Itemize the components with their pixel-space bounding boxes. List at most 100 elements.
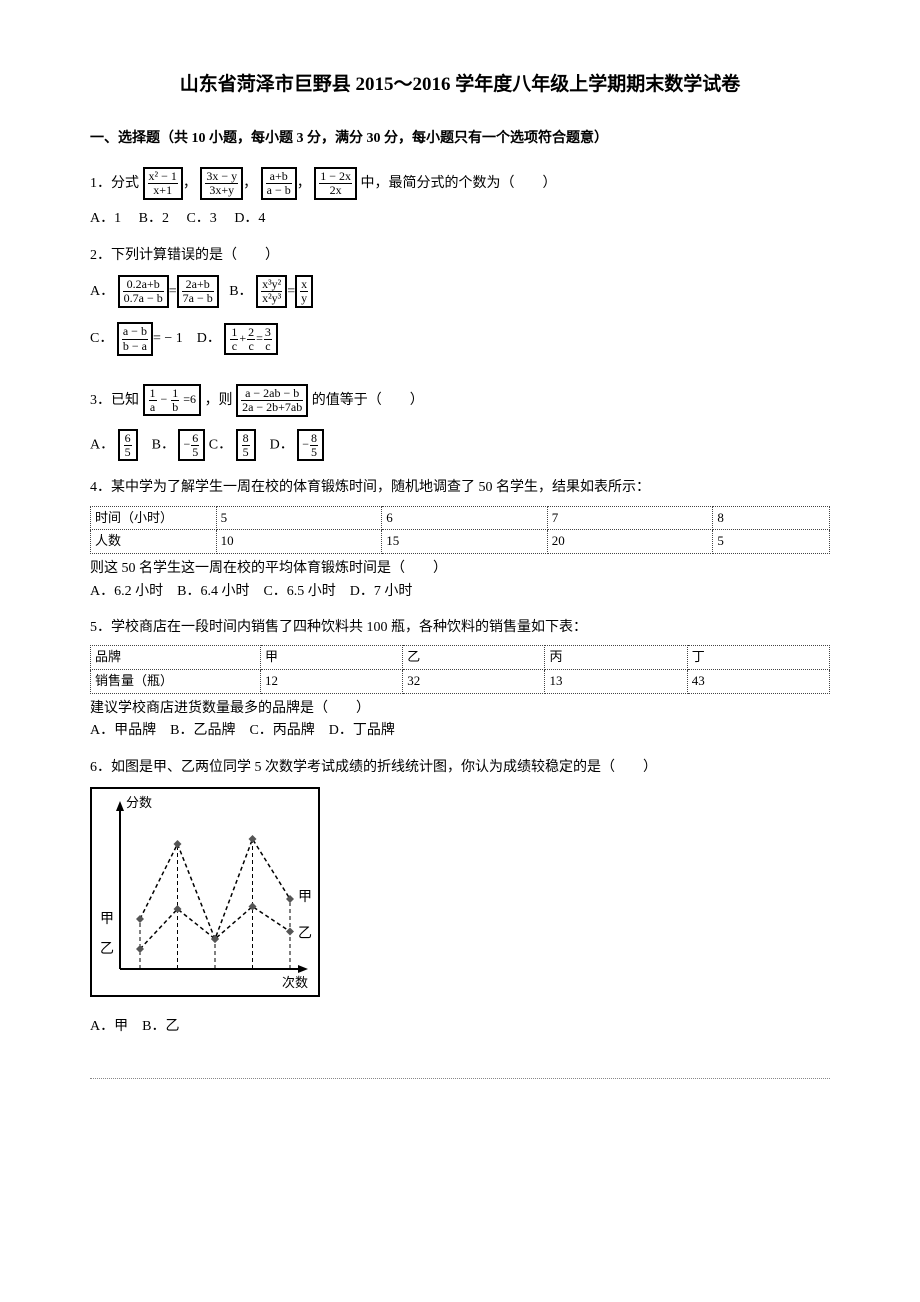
q4-options: A．6.2 小时 B．6.4 小时 C．6.5 小时 D．7 小时 [90,581,830,603]
frac-top: x² − 1 [148,170,178,184]
q2-b-frac2: x y [295,275,313,308]
frac-bot: 0.7a − b [123,292,164,305]
cell: 5 [216,506,382,530]
txt: 0.2a+b [127,277,160,291]
plus: + [239,331,246,345]
q3-suffix: 的值等于（ ） [312,393,424,408]
q1-opt-d: D．4 [234,211,265,226]
frac-bot: 3x+y [205,184,238,197]
question-5-stem: 5．学校商店在一段时间内销售了四种饮料共 100 瓶，各种饮料的销售量如下表： [90,617,830,639]
fb: b [171,401,179,414]
q3-b: −65 [178,429,205,461]
cell: 12 [260,670,402,694]
fb: 5 [310,446,318,459]
q5-table: 品牌 甲 乙 丙 丁 销售量（瓶） 12 32 13 43 [90,645,830,694]
q2-opt-b-label: B． [229,284,252,299]
q1-frac-1: x² − 1x+1 [143,167,183,200]
cell: 销售量（瓶） [91,670,261,694]
frac-top: 1 − 2x [319,170,352,184]
page-title: 山东省菏泽市巨野县 2015～2016 学年度八年级上学期期末数学试卷 [90,70,830,100]
cell: 20 [547,530,713,554]
question-3: 3．已知 1a − 1b =6 ，则 a − 2ab − b 2a − 2b+7… [90,382,830,419]
txt: 0.7a − b [124,291,163,305]
q3-opt-a-label: A． [90,437,114,452]
fb: c [230,340,238,353]
rhs: = − 1 [153,331,183,346]
cell: 人数 [91,530,217,554]
cell: 10 [216,530,382,554]
frac-top: a − 2ab − b [241,387,303,401]
cell: 15 [382,530,548,554]
frac-bot: b − a [122,340,148,353]
svg-text:乙: 乙 [100,941,114,957]
question-6-stem: 6．如图是甲、乙两位同学 5 次数学考试成绩的折线统计图，你认为成绩较稳定的是（… [90,757,830,779]
svg-text:甲: 甲 [298,890,312,905]
frac-top: a − b [122,325,148,339]
ft: 3 [264,326,272,340]
ft: 2 [247,326,255,340]
q5-after: 建议学校商店进货数量最多的品牌是（ ） [90,698,830,720]
frac-top: a+b [266,170,292,184]
frac: 85 [310,432,318,458]
frac: 65 [191,432,199,458]
fb: 5 [124,446,132,459]
q2-options-row1: A． 0.2a+b 0.7a − b = 2a+b 7a − b B． x³y²… [90,273,830,310]
q2-b-frac: x³y² x²y³ [256,275,287,308]
q3-options: A． 65 B． −65 C． 85 D． −85 [90,427,830,463]
section-1-heading: 一、选择题（共 10 小题，每小题 3 分，满分 30 分，每小题只有一个选项符… [90,128,830,150]
fb: c [247,340,255,353]
frac: 2c [247,326,255,352]
fb: 5 [191,446,199,459]
frac-bot: 2x [319,184,352,197]
cell: 品牌 [91,646,261,670]
frac: 3c [264,326,272,352]
cell: 5 [713,530,830,554]
ft: 1 [149,387,157,401]
q3-lhs: 1a − 1b =6 [143,384,202,416]
q3-mid: ，则 [205,393,233,408]
q1-opt-b: B．2 [139,211,169,226]
table-row: 时间（小时） 5 6 7 8 [91,506,830,530]
eq: = [287,284,295,299]
minus: − [161,392,168,406]
q1-frac-4: 1 − 2x2x [314,167,357,200]
q4-table: 时间（小时） 5 6 7 8 人数 10 15 20 5 [90,506,830,555]
cell: 32 [403,670,545,694]
q1-frac-3: a+ba − b [261,167,297,200]
cell: 43 [687,670,829,694]
cell: 乙 [403,646,545,670]
q2-opt-a-label: A． [90,284,114,299]
table-row: 销售量（瓶） 12 32 13 43 [91,670,830,694]
ft: 6 [191,432,199,446]
svg-text:分数: 分数 [126,795,152,810]
cell: 丙 [545,646,687,670]
frac-bot: 7a − b [182,292,214,305]
frac: 1a [149,387,157,413]
question-1: 1．分式 x² − 1x+1， 3x − y3x+y， a+ba − b， 1 … [90,165,830,202]
frac-top: x³y² [261,278,282,292]
q3-prefix: 3．已知 [90,393,139,408]
frac-top: x [300,278,308,292]
neg: − [183,437,190,451]
neg: − [302,437,309,451]
fb: 5 [242,446,250,459]
q3-a: 65 [118,429,138,461]
frac-bot: a − b [266,184,292,197]
cell: 丁 [687,646,829,670]
cell: 时间（小时） [91,506,217,530]
q2-c-frac: a − b b − a [117,322,153,355]
question-2-stem: 2．下列计算错误的是（ ） [90,245,830,267]
q3-opt-c-label: C． [209,437,232,452]
q1-options: A．1 B．2 C．3 D．4 [90,208,830,230]
ft: 1 [171,387,179,401]
table-row: 品牌 甲 乙 丙 丁 [91,646,830,670]
cell: 7 [547,506,713,530]
q5-options: A．甲品牌 B．乙品牌 C．丙品牌 D．丁品牌 [90,720,830,742]
svg-text:次数: 次数 [282,975,308,990]
frac: 1b [171,387,179,413]
q1-opt-c: C．3 [186,211,216,226]
question-4-stem: 4．某中学为了解学生一周在校的体育锻炼时间，随机地调查了 50 名学生，结果如表… [90,477,830,499]
frac: 65 [124,432,132,458]
eq: = [169,284,177,299]
q2-a-frac: 0.2a+b 0.7a − b [118,275,169,308]
